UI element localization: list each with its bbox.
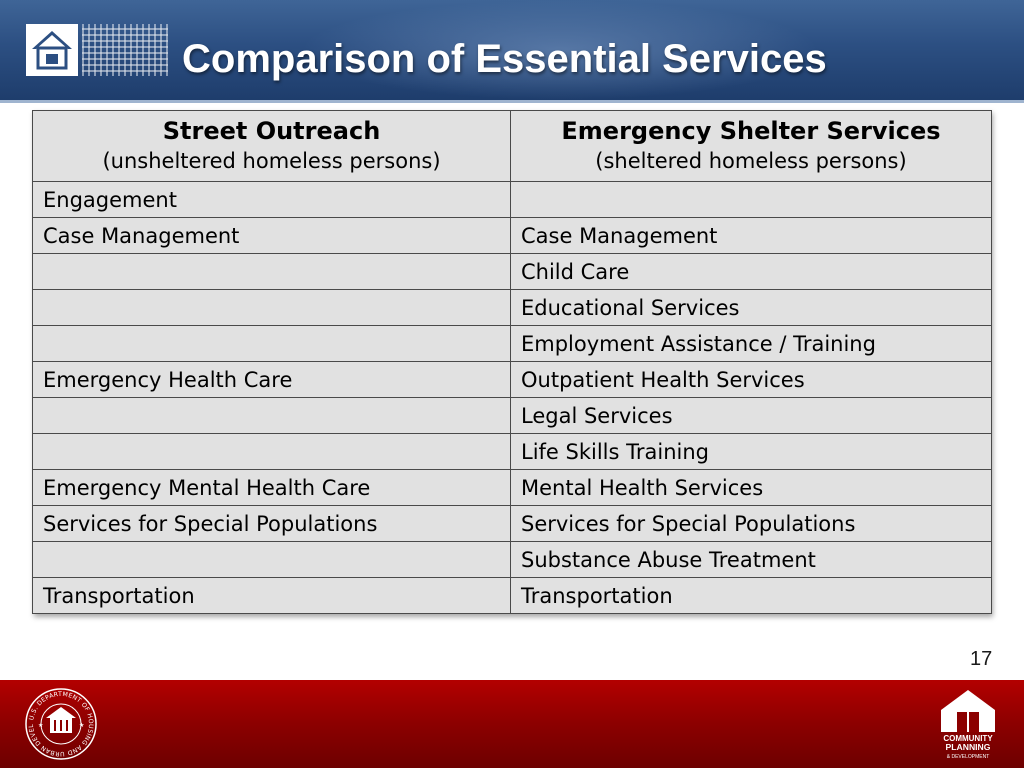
table-row: Substance Abuse Treatment — [32, 541, 992, 578]
table-cell: Child Care — [510, 253, 992, 290]
table-row: Educational Services — [32, 289, 992, 326]
table-row: Emergency Mental Health Care Mental Heal… — [32, 469, 992, 506]
table-row: Transportation Transportation — [32, 577, 992, 614]
column-subtitle: (unsheltered homeless persons) — [102, 149, 441, 173]
svg-text:& DEVELOPMENT: & DEVELOPMENT — [947, 754, 990, 760]
svg-text:PLANNING: PLANNING — [946, 742, 991, 752]
table-cell — [32, 541, 511, 578]
table-cell: Emergency Health Care — [32, 361, 511, 398]
svg-text:★: ★ — [79, 722, 84, 729]
table-cell — [32, 253, 511, 290]
table-cell: Transportation — [510, 577, 992, 614]
table-cell: Employment Assistance / Training — [510, 325, 992, 362]
page-title: Comparison of Essential Services — [182, 37, 827, 81]
house-icon — [32, 31, 72, 70]
column-header-emergency-shelter: Emergency Shelter Services (sheltered ho… — [510, 110, 992, 182]
table-cell — [32, 325, 511, 362]
table-cell: Engagement — [32, 181, 511, 218]
table-row: Engagement — [32, 181, 992, 218]
table-row: Employment Assistance / Training — [32, 325, 992, 362]
house-square — [26, 24, 78, 76]
table-row: Child Care — [32, 253, 992, 290]
svg-text:COMMUNITY: COMMUNITY — [943, 734, 993, 743]
page-number: 17 — [970, 648, 993, 670]
table-row: Emergency Health Care Outpatient Health … — [32, 361, 992, 398]
slide-header: Comparison of Essential Services — [0, 0, 1024, 103]
table-row: Services for Special Populations Service… — [32, 505, 992, 542]
table-row: Legal Services — [32, 397, 992, 434]
table-cell — [32, 433, 511, 470]
table-cell: Services for Special Populations — [32, 505, 511, 542]
column-header-street-outreach: Street Outreach (unsheltered homeless pe… — [32, 110, 511, 182]
services-table-wrapper: Street Outreach (unsheltered homeless pe… — [32, 110, 992, 614]
table-cell: Mental Health Services — [510, 469, 992, 506]
table-cell — [510, 181, 992, 218]
table-cell — [32, 397, 511, 434]
house-grid-logo-icon — [26, 24, 168, 76]
table-cell: Services for Special Populations — [510, 505, 992, 542]
column-title: Emergency Shelter Services — [561, 117, 941, 145]
table-cell: Educational Services — [510, 289, 992, 326]
column-title: Street Outreach — [162, 117, 381, 145]
table-header-row: Street Outreach (unsheltered homeless pe… — [32, 110, 992, 182]
slide-footer: U.S. DEPARTMENT OF HOUSING AND URBAN DEV… — [0, 680, 1024, 768]
table-cell: Legal Services — [510, 397, 992, 434]
header-glow — [300, 0, 820, 100]
community-planning-development-logo-icon: COMMUNITY PLANNING & DEVELOPMENT — [941, 690, 995, 760]
table-cell: Substance Abuse Treatment — [510, 541, 992, 578]
table-cell: Life Skills Training — [510, 433, 992, 470]
column-subtitle: (sheltered homeless persons) — [595, 149, 907, 173]
services-table: Street Outreach (unsheltered homeless pe… — [32, 110, 992, 614]
table-cell: Case Management — [32, 217, 511, 254]
table-cell: Case Management — [510, 217, 992, 254]
grid-pattern — [82, 24, 168, 76]
table-cell — [32, 289, 511, 326]
table-cell: Transportation — [32, 577, 511, 614]
table-cell: Outpatient Health Services — [510, 361, 992, 398]
hud-seal-icon: U.S. DEPARTMENT OF HOUSING AND URBAN DEV… — [24, 687, 97, 760]
table-row: Case Management Case Management — [32, 217, 992, 254]
svg-text:★: ★ — [38, 722, 43, 729]
table-cell: Emergency Mental Health Care — [32, 469, 511, 506]
table-row: Life Skills Training — [32, 433, 992, 470]
